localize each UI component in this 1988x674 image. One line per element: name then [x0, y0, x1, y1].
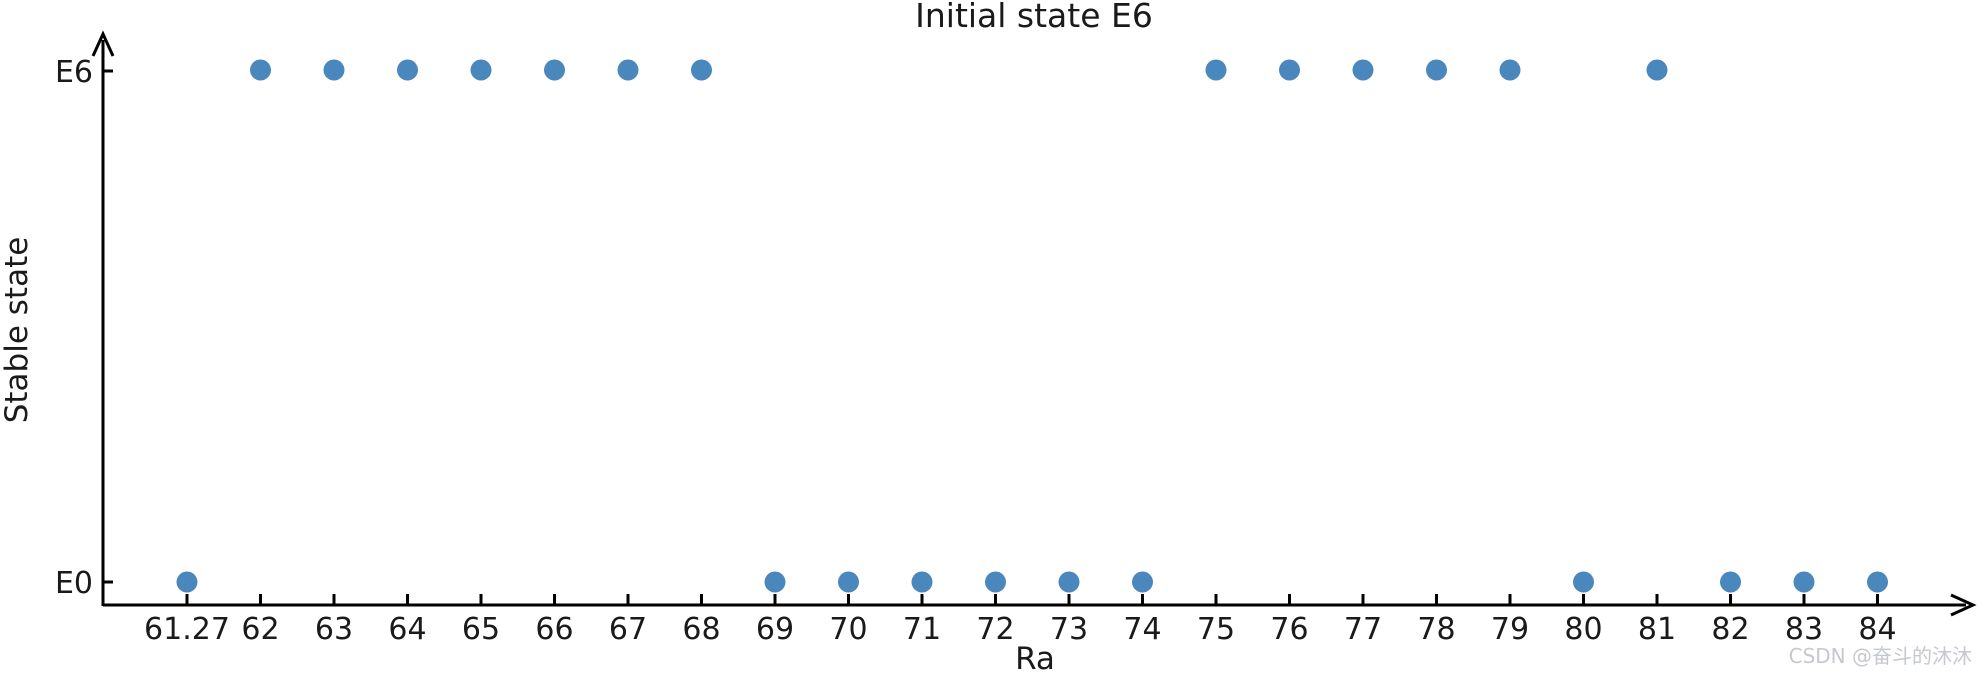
- axes: [91, 30, 1977, 617]
- x-tick-label: 76: [1270, 612, 1308, 647]
- scatter-point: [323, 59, 345, 81]
- scatter-point: [617, 59, 639, 81]
- x-tick-label: 72: [976, 612, 1014, 647]
- x-tick-labels: 61.27 62 63 64 65 66 67 68 69 70 71 72 73 74 75 76 77 78 7…: [144, 612, 1897, 647]
- x-tick-label: 77: [1344, 612, 1382, 647]
- x-ticks: [185, 594, 1879, 605]
- x-tick-label: 84: [1858, 612, 1896, 647]
- x-tick-label: 67: [609, 612, 647, 647]
- scatter-point: [691, 59, 712, 81]
- y-axis-label: Stable state: [0, 237, 35, 424]
- x-tick-label: 65: [462, 612, 500, 647]
- x-tick-label: 69: [756, 612, 794, 647]
- y-axis-arrow-icon: [91, 30, 115, 57]
- x-tick-label: 63: [315, 612, 353, 647]
- scatter-point: [1352, 59, 1374, 81]
- x-tick-label: 75: [1197, 612, 1235, 647]
- x-tick-label: 74: [1123, 612, 1161, 647]
- x-tick-label: 71: [903, 612, 941, 647]
- scatter-point: [1793, 571, 1815, 593]
- x-tick-label: 81: [1638, 612, 1676, 647]
- scatter-point: [764, 571, 786, 593]
- x-axis-arrow-icon: [1950, 593, 1977, 617]
- data-points: [176, 59, 1888, 593]
- scatter-point: [397, 59, 418, 81]
- watermark: CSDN @奋斗的沐沐: [1789, 644, 1972, 668]
- scatter-point: [1279, 59, 1300, 81]
- scatter-point: [176, 571, 198, 593]
- chart-title: Initial state E6: [915, 0, 1153, 35]
- scatter-point: [1058, 571, 1080, 593]
- x-tick-label: 80: [1564, 612, 1602, 647]
- scatter-point: [1132, 571, 1153, 593]
- x-tick-label: 73: [1050, 612, 1088, 647]
- scatter-point: [544, 59, 565, 81]
- x-tick-label: 62: [241, 612, 279, 647]
- scatter-point: [1499, 59, 1521, 81]
- x-tick-label: 83: [1785, 612, 1823, 647]
- scatter-point: [1867, 571, 1888, 593]
- scatter-point: [1205, 59, 1227, 81]
- y-tick-label-e0: E0: [55, 566, 93, 601]
- scatter-point: [1573, 571, 1594, 593]
- scatter-point: [470, 59, 492, 81]
- scatter-point: [838, 571, 859, 593]
- scatter-point: [985, 571, 1006, 593]
- scatter-point: [911, 571, 933, 593]
- x-tick-label: 68: [682, 612, 720, 647]
- scatter-point: [1426, 59, 1447, 81]
- x-tick-label: 79: [1491, 612, 1529, 647]
- x-axis-label: Ra: [1015, 641, 1055, 674]
- x-tick-label: 64: [388, 612, 426, 647]
- scatter-point: [250, 59, 271, 81]
- x-tick-label: 78: [1417, 612, 1455, 647]
- scatter-point: [1720, 571, 1741, 593]
- x-tick-label: 82: [1711, 612, 1749, 647]
- x-tick-label: 70: [829, 612, 867, 647]
- x-tick-label: 61.27: [144, 612, 230, 647]
- scatter-point: [1646, 59, 1668, 81]
- y-tick-label-e6: E6: [55, 55, 93, 90]
- x-tick-label: 66: [535, 612, 573, 647]
